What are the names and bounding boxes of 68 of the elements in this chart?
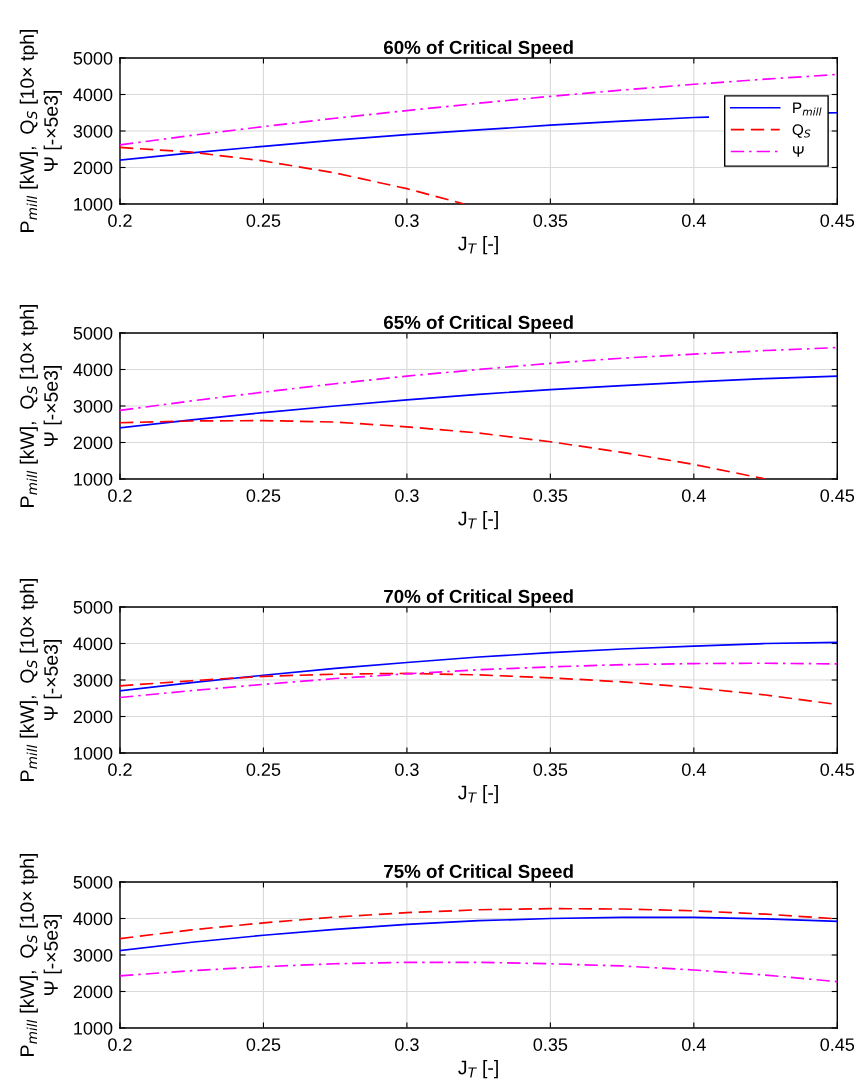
x-tick-label: 0.3 <box>395 489 419 502</box>
legend-label: P$_{mill}$ <box>793 102 822 116</box>
line-series <box>119 961 838 983</box>
y-tick-label: 3000 <box>73 399 113 413</box>
y-tick-label: 4000 <box>73 88 113 102</box>
line-series <box>119 641 838 692</box>
x-tick-label: 0.4 <box>681 214 706 227</box>
x-tick-label: 0.4 <box>681 489 706 502</box>
x-tick-label: 0.45 <box>820 489 855 502</box>
y-axis-title: P$_{mill}$ [kW], Q$_{S}$ [10× tph] Ψ [-×5e3] <box>19 853 62 1056</box>
x-tick-label: 0.35 <box>533 1038 568 1051</box>
line-series <box>119 662 838 699</box>
x-tick-label: 0.2 <box>108 214 132 227</box>
x-tick-label: 0.3 <box>395 1038 419 1051</box>
y-tick-label: 2000 <box>73 436 113 450</box>
line-series <box>119 73 838 146</box>
legend-label: Ψ <box>793 146 804 157</box>
y-axis-title: P$_{mill}$ [kW], Q$_{S}$ [10× tph] Ψ [-×5e3] <box>19 304 62 507</box>
line-series <box>119 346 838 412</box>
line-series <box>119 375 838 429</box>
y-tick-label: 3000 <box>73 124 113 138</box>
x-axis-title: J$_{T}$ [-] <box>458 236 498 255</box>
x-tick-label: 0.25 <box>246 763 281 776</box>
y-tick-label: 3000 <box>73 948 113 962</box>
x-tick-label: 0.25 <box>246 1038 281 1051</box>
y-tick-label: 5000 <box>73 875 113 889</box>
x-tick-label: 0.2 <box>108 489 132 502</box>
y-tick-label: 1000 <box>74 746 113 760</box>
y-tick-label: 2000 <box>73 710 113 724</box>
y-tick-label: 4000 <box>73 363 113 377</box>
x-tick-label: 0.2 <box>108 763 132 776</box>
x-tick-label: 0.2 <box>108 1038 132 1051</box>
y-tick-label: 4000 <box>73 637 113 651</box>
x-tick-label: 0.3 <box>395 763 419 776</box>
x-axis-title: J$_{T}$ [-] <box>458 785 498 804</box>
x-tick-label: 0.45 <box>820 1038 855 1051</box>
x-tick-label: 0.35 <box>533 214 568 227</box>
y-tick-label: 5000 <box>73 600 113 614</box>
y-tick-label: 3000 <box>73 673 113 687</box>
line-series <box>119 916 838 952</box>
chart-title: 60% of Critical Speed <box>383 40 573 58</box>
y-tick-label: 2000 <box>73 161 113 175</box>
x-axis-title: J$_{T}$ [-] <box>458 511 498 530</box>
legend-label: Q$_{S}$ <box>792 124 811 138</box>
y-tick-label: 1000 <box>74 1021 113 1035</box>
y-axis-title: P$_{mill}$ [kW], Q$_{S}$ [10× tph] Ψ [-×5e3] <box>19 29 62 232</box>
line-series <box>119 146 466 204</box>
x-tick-label: 0.35 <box>533 489 568 502</box>
x-tick-label: 0.4 <box>681 763 706 776</box>
y-tick-label: 1000 <box>74 472 113 486</box>
x-tick-label: 0.45 <box>820 214 855 227</box>
x-tick-label: 0.3 <box>395 214 419 227</box>
x-axis-title: J$_{T}$ [-] <box>458 1060 498 1079</box>
x-tick-label: 0.35 <box>533 763 568 776</box>
y-tick-label: 1000 <box>74 197 113 211</box>
chart-title: 75% of Critical Speed <box>384 864 573 882</box>
y-tick-label: 5000 <box>73 326 113 340</box>
x-tick-label: 0.4 <box>681 1038 706 1051</box>
y-tick-label: 2000 <box>73 985 113 999</box>
x-tick-label: 0.25 <box>246 214 281 227</box>
y-axis-title: P$_{mill}$ [kW], Q$_{S}$ [10× tph] Ψ [-×5e3] <box>19 578 62 781</box>
chart-title: 70% of Critical Speed <box>384 589 573 607</box>
x-tick-label: 0.45 <box>820 763 855 776</box>
line-series <box>119 419 767 479</box>
x-tick-label: 0.25 <box>246 489 281 502</box>
y-tick-label: 4000 <box>73 912 113 926</box>
y-tick-label: 5000 <box>73 51 113 65</box>
chart-title: 65% of Critical Speed <box>383 315 573 333</box>
